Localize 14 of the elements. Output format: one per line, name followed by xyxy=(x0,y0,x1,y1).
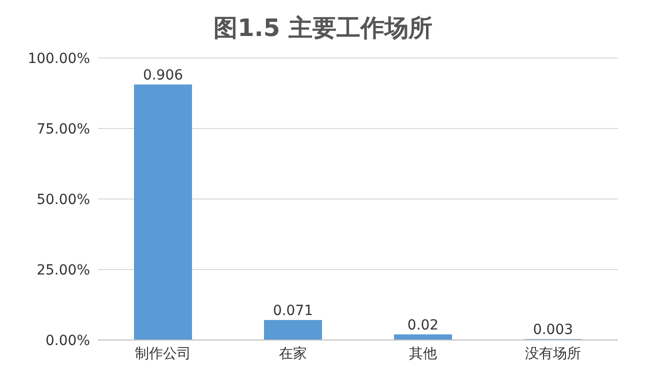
x-tick-label: 在家 xyxy=(279,346,307,362)
y-tick-label: 100.00% xyxy=(28,50,90,67)
x-tick-label: 没有场所 xyxy=(525,346,581,362)
data-label: 0.003 xyxy=(532,322,574,338)
y-tick-label: 25.00% xyxy=(36,262,90,278)
data-label: 0.02 xyxy=(407,317,439,334)
data-label: 0.071 xyxy=(272,302,314,319)
y-tick-label: 75.00% xyxy=(36,121,90,138)
x-tick-label: 制作公司 xyxy=(135,346,191,362)
data-label: 0.906 xyxy=(142,68,184,84)
y-tick-label: 50.00% xyxy=(36,192,90,208)
x-tick-label: 其他 xyxy=(409,346,437,362)
y-tick-label: 0.00% xyxy=(46,332,90,349)
chart-title: 图1.5 主要工作场所 xyxy=(212,13,434,44)
